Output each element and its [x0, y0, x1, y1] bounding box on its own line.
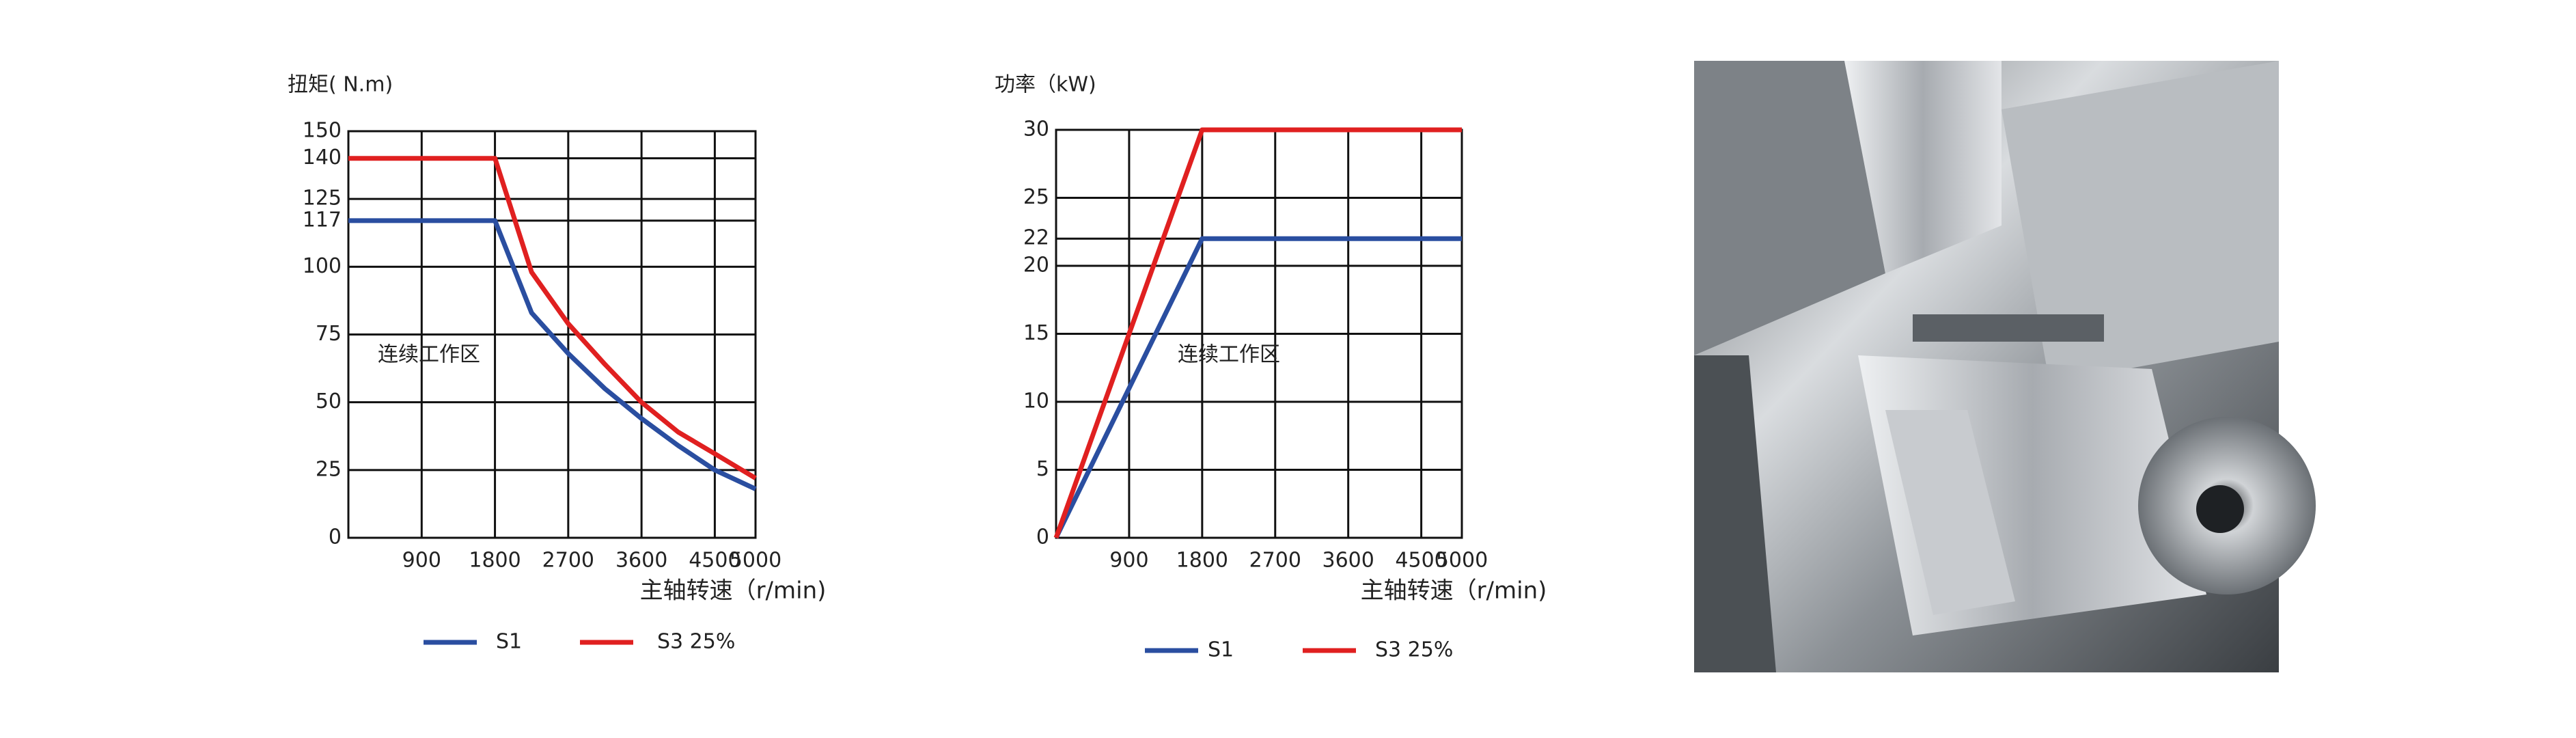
- x-axis-title: 主轴转速（r/min): [1361, 577, 1547, 605]
- y-tick-label: 125: [303, 187, 342, 210]
- y-tick-label: 10: [1023, 390, 1049, 413]
- x-tick-label: 4500: [1395, 549, 1447, 573]
- x-tick-label: 900: [402, 549, 441, 573]
- y-tick-label: 15: [1023, 321, 1049, 345]
- y-tick-label: 0: [329, 525, 342, 549]
- y-axis-title: 功率（kW): [995, 73, 1096, 97]
- x-tick-label: 900: [1109, 549, 1148, 573]
- series-line: [348, 156, 757, 480]
- y-tick-label: 22: [1023, 226, 1049, 250]
- annotation: 连续工作区: [378, 343, 480, 367]
- y-tick-label: 50: [316, 390, 342, 413]
- x-tick-label: 5000: [730, 549, 781, 573]
- machine-photo: [1694, 61, 2316, 672]
- legend-label: S3 25%: [657, 630, 735, 654]
- x-axis-title: 主轴转速（r/min): [640, 577, 827, 605]
- y-tick-label: 117: [303, 208, 342, 232]
- legend-label: S1: [1208, 638, 1234, 662]
- legend-label: S1: [496, 630, 522, 654]
- x-tick-label: 3600: [615, 549, 667, 573]
- y-axis-title: 扭矩( N.m): [288, 73, 393, 97]
- y-tick-label: 0: [1036, 525, 1049, 549]
- annotation: 连续工作区: [1178, 343, 1280, 367]
- y-tick-label: 25: [316, 457, 342, 481]
- y-tick-label: 25: [1023, 185, 1049, 209]
- x-tick-label: 3600: [1322, 549, 1374, 573]
- y-tick-label: 150: [303, 119, 342, 143]
- x-tick-label: 2700: [1249, 549, 1301, 573]
- y-tick-label: 100: [303, 254, 342, 278]
- x-tick-label: 5000: [1436, 549, 1488, 573]
- y-tick-label: 75: [316, 322, 342, 346]
- legend-label: S3 25%: [1375, 638, 1453, 662]
- x-tick-label: 4500: [689, 549, 740, 573]
- y-tick-label: 5: [1036, 457, 1049, 481]
- x-tick-label: 1800: [469, 549, 521, 573]
- y-tick-label: 20: [1023, 254, 1049, 277]
- series-line: [1053, 236, 1462, 539]
- y-tick-label: 30: [1023, 118, 1049, 141]
- x-tick-label: 1800: [1176, 549, 1228, 573]
- series-line: [348, 218, 757, 491]
- series-line: [1053, 127, 1462, 539]
- y-tick-label: 140: [303, 146, 342, 169]
- x-tick-label: 2700: [542, 549, 594, 573]
